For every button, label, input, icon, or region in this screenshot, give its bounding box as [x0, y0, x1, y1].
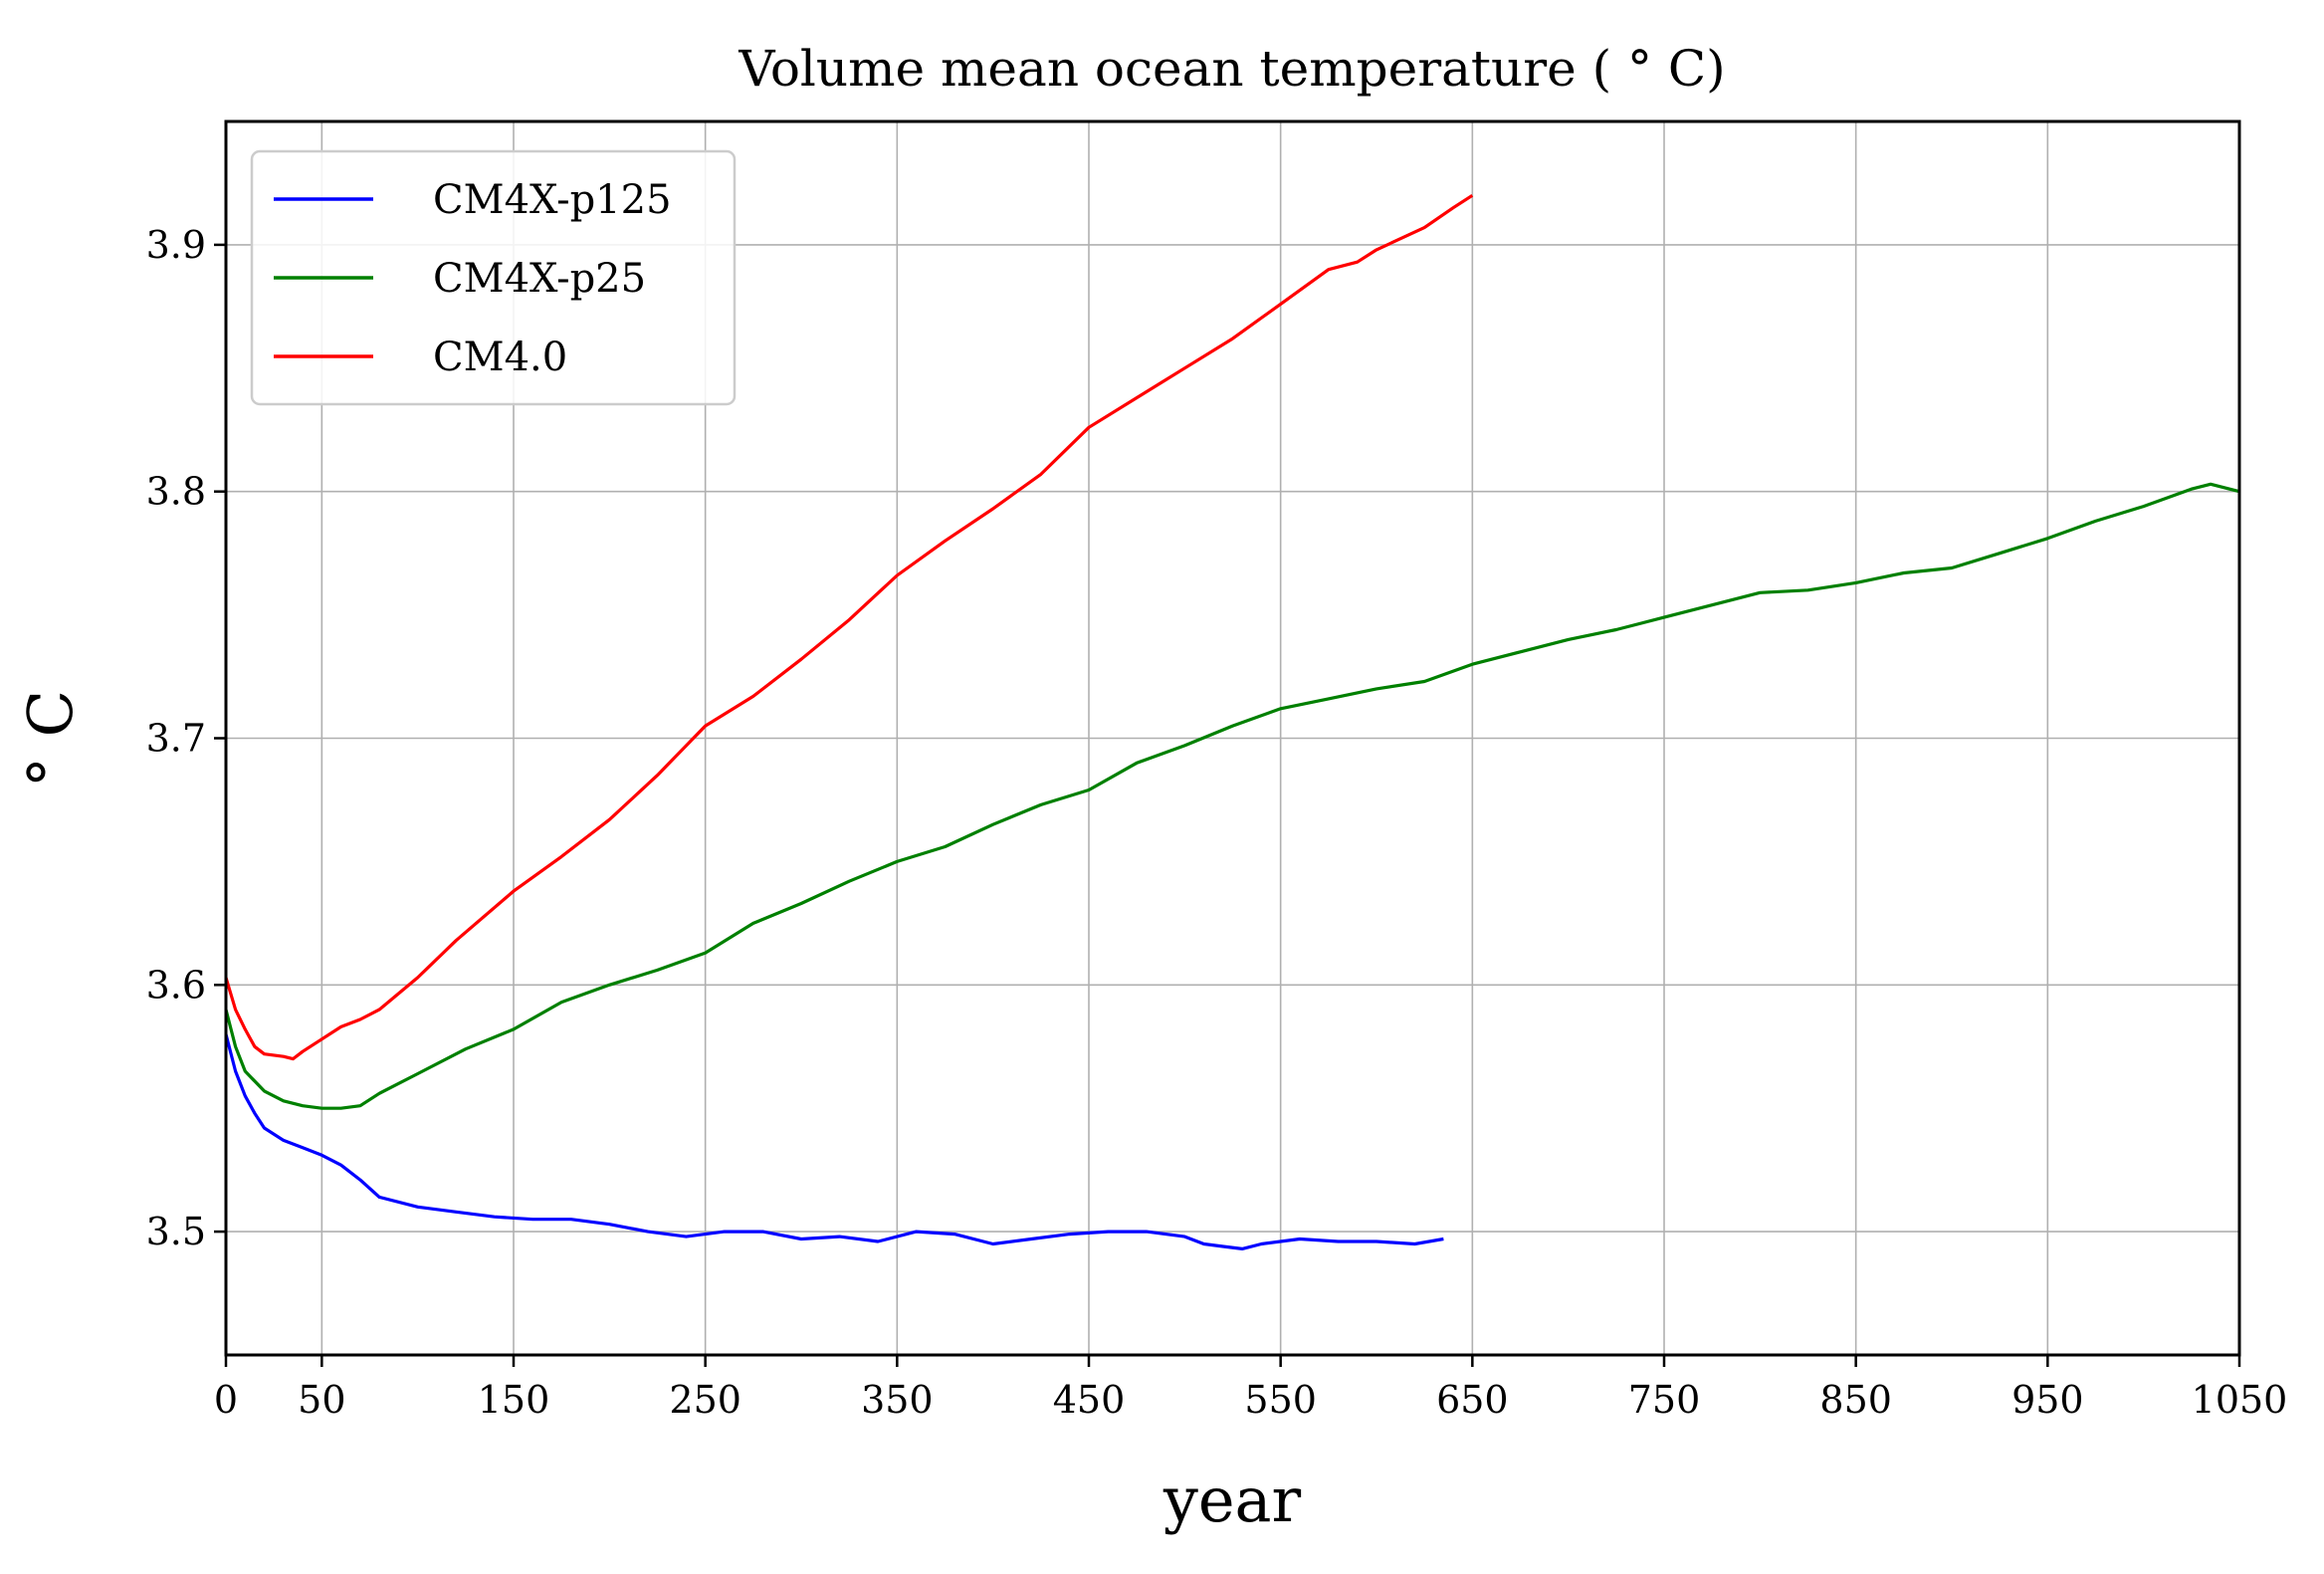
y-tick-label: 3.6 — [146, 963, 206, 1007]
series-line-cm4x-p25 — [224, 482, 2240, 1110]
x-tick-label: 550 — [1244, 1378, 1317, 1422]
legend-label-cm4x-p25: CM4X-p25 — [433, 256, 646, 302]
x-tick-label: 1050 — [2192, 1378, 2288, 1422]
x-tick-label: 750 — [1628, 1378, 1701, 1422]
series-line-cm4x-p125 — [224, 1033, 1444, 1251]
y-tick-label: 3.7 — [146, 717, 206, 761]
x-tick-label: 850 — [1819, 1378, 1892, 1422]
x-axis-label: year — [1162, 1463, 1302, 1536]
series-layer — [224, 193, 2240, 1251]
y-tick-label: 3.5 — [146, 1210, 206, 1253]
x-tick-label: 0 — [214, 1378, 238, 1422]
tick-layer: 0 50 150 250 350 450 550 650 750 850 950 1050 3.5 3.6… — [146, 223, 2288, 1422]
x-tick-label: 250 — [669, 1378, 741, 1422]
x-tick-label: 950 — [2011, 1378, 2084, 1422]
legend: CM4X-p125 CM4X-p25 CM4.0 — [250, 149, 737, 406]
x-tick-label: 350 — [861, 1378, 934, 1422]
y-tick-label: 3.8 — [146, 470, 206, 514]
legend-label-cm4-0: CM4.0 — [433, 335, 567, 380]
y-tick-label: 3.9 — [146, 223, 206, 267]
x-tick-label: 450 — [1053, 1378, 1126, 1422]
y-axis-label: ° C — [14, 690, 87, 787]
x-tick-label: 50 — [298, 1378, 345, 1422]
chart-title: Volume mean ocean temperature ( ° C) — [738, 40, 1725, 98]
x-tick-label: 150 — [478, 1378, 550, 1422]
x-tick-label: 650 — [1436, 1378, 1509, 1422]
legend-box — [250, 149, 737, 406]
series-line-cm4-0 — [224, 193, 1474, 1061]
legend-label-cm4x-p125: CM4X-p125 — [433, 177, 672, 223]
